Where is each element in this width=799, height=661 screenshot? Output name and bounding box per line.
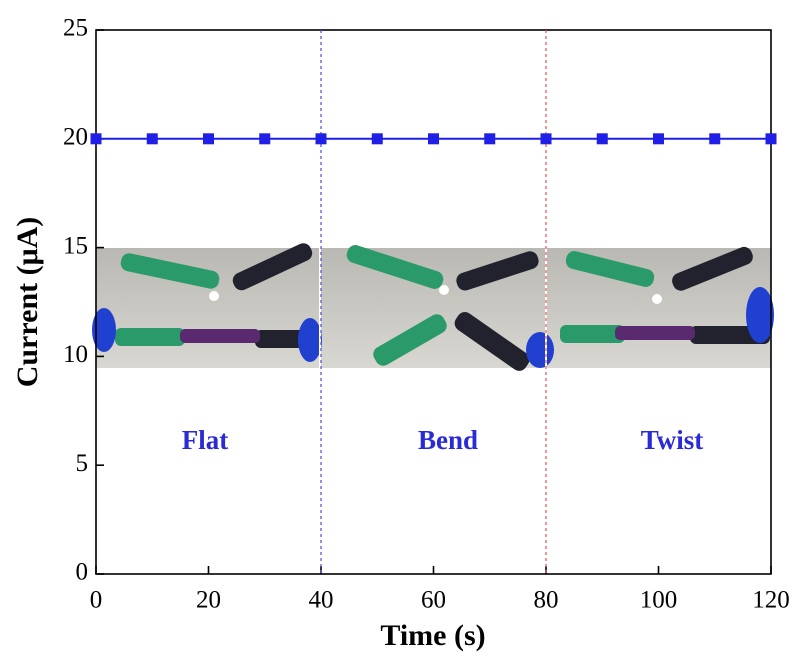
marker <box>146 133 158 145</box>
photo-inset <box>92 243 774 371</box>
x-axis-label: Time (s) <box>380 619 485 652</box>
marker <box>596 133 608 145</box>
y-tick-label: 15 <box>63 232 88 259</box>
annotation: Twist <box>641 425 704 455</box>
y-tick-label: 25 <box>63 15 88 42</box>
marker <box>540 133 552 145</box>
x-tick-label: 40 <box>309 587 334 614</box>
marker <box>428 133 439 145</box>
marker <box>259 133 271 145</box>
y-tick-label: 0 <box>76 559 89 586</box>
annotation: Bend <box>418 425 478 455</box>
marker <box>653 133 664 145</box>
x-tick-label: 100 <box>640 587 678 614</box>
marker <box>484 133 496 145</box>
marker <box>371 133 383 145</box>
marker <box>765 133 777 145</box>
x-tick-label: 80 <box>534 587 559 614</box>
marker <box>90 133 102 145</box>
x-tick-label: 60 <box>421 587 446 614</box>
y-tick-label: 20 <box>63 124 88 151</box>
x-tick-label: 0 <box>90 587 103 614</box>
x-tick-label: 20 <box>196 587 221 614</box>
marker <box>709 133 721 145</box>
marker <box>315 133 327 145</box>
y-tick-label: 10 <box>63 341 88 368</box>
y-axis-label: Current (μA) <box>11 217 44 388</box>
x-tick-label: 120 <box>752 587 790 614</box>
marker <box>203 133 214 145</box>
annotation: Flat <box>182 425 229 455</box>
y-tick-label: 5 <box>76 450 89 477</box>
